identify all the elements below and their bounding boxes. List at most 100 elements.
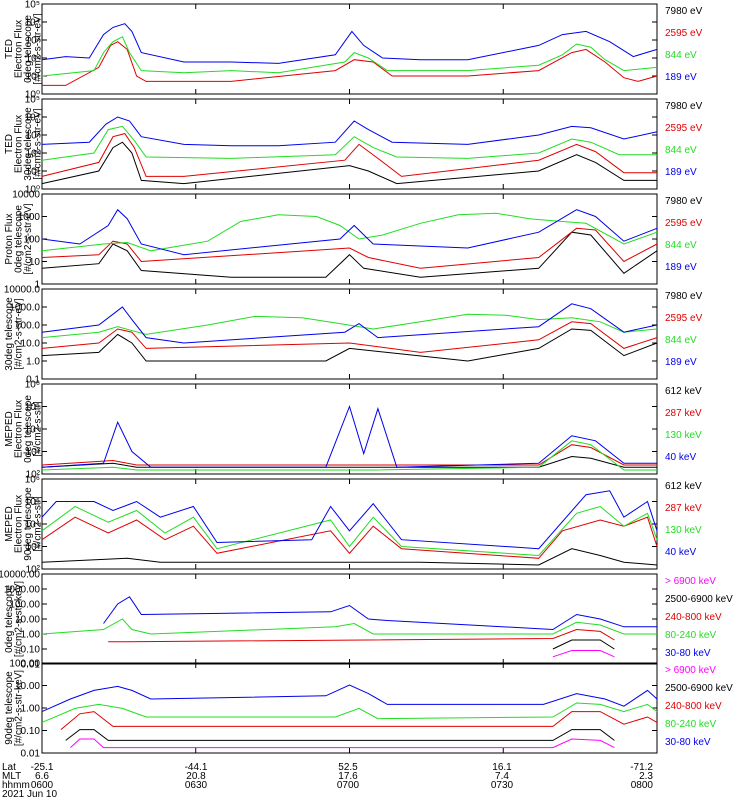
channel-label: 7980 eV xyxy=(665,196,703,207)
y-tick-label: 10000.00 xyxy=(0,570,40,581)
series-blue-line xyxy=(41,303,658,344)
series-blue-line xyxy=(41,404,657,468)
date-label: 2021 Jun 10 xyxy=(2,789,57,800)
y-tick-label: 10⁶ xyxy=(25,380,40,391)
series-black-line xyxy=(41,328,658,362)
panel-frame xyxy=(41,288,658,380)
y-tick-label: 10¹ xyxy=(26,167,41,178)
series-green-line xyxy=(41,212,658,252)
mlt-value: 20.8 xyxy=(186,771,206,782)
y-axis-label-line: Electron Flux xyxy=(14,20,25,78)
y-tick-label: 10² xyxy=(26,54,41,65)
series-blue-line xyxy=(41,208,658,256)
y-axis-label-line: [#/cm2-s-str-eV] xyxy=(23,203,34,274)
series-red-line xyxy=(108,628,615,643)
channel-label: 2595 eV xyxy=(665,123,703,134)
channel-label: 189 eV xyxy=(665,72,697,83)
y-tick-label: 10² xyxy=(26,565,41,576)
series-green-line xyxy=(41,618,657,635)
series-blue-line xyxy=(103,596,657,631)
mlt-value: 7.4 xyxy=(495,771,509,782)
y-axis-label: Proton Flux0deg telescope[#/cm2-s-str-eV… xyxy=(4,203,34,274)
y-axis-label-line: TED xyxy=(4,134,15,154)
series-blue-line xyxy=(41,116,658,147)
channel-label: 7980 eV xyxy=(665,291,703,302)
mlt-row-label: MLT xyxy=(2,771,21,782)
series-red-line xyxy=(41,444,657,466)
y-axis-label-line: TED xyxy=(4,39,15,59)
series-green-line xyxy=(41,440,657,471)
y-tick-label: 1000.00 xyxy=(4,585,41,596)
y-axis-label-line: [#/cm2-s-str] xyxy=(33,496,44,552)
y-tick-label: 10⁴ xyxy=(25,520,40,531)
y-axis-label: MEPEDElectron Flux0deg telescope[#/cm2-s… xyxy=(4,395,44,463)
y-axis-label-line: [#/cm2-s-str-eV] xyxy=(33,13,44,84)
panel-ted-e-0: 10⁰ 10¹ 10² 10³ 10⁴ 10⁵ TEDElectron Flux0deg t… xyxy=(4,0,703,101)
channel-label: 2500-6900 keV xyxy=(665,594,733,605)
y-tick-label: 10⁰ xyxy=(25,185,40,196)
channel-label: 240-800 keV xyxy=(665,612,722,623)
lat-value: -44.1 xyxy=(185,762,208,773)
y-axis-label-line: Proton Flux xyxy=(4,213,15,264)
y-axis-label-line: MEPED xyxy=(4,411,15,447)
y-axis-label-line: [#/cm2-s-str-keV] xyxy=(14,581,25,657)
channel-label: 7980 eV xyxy=(665,101,703,112)
y-tick-label: 1.00 xyxy=(21,630,41,641)
y-axis-label-line: [#/cm2-s-str-keV] xyxy=(14,670,25,746)
y-tick-label: 10⁶ xyxy=(25,475,40,486)
series-black-line xyxy=(41,231,658,278)
channel-label: 2595 eV xyxy=(665,218,703,229)
channel-label: 40 keV xyxy=(665,452,696,463)
y-axis-label-line: 0deg telescope xyxy=(14,205,25,273)
channel-label: 189 eV xyxy=(665,262,697,273)
y-axis-label: 30deg telescope[#/cm2-s-str-eV] xyxy=(4,297,25,371)
y-tick-label: 100 xyxy=(23,235,40,246)
y-tick-label: 10000.0 xyxy=(4,285,41,296)
time-value: 0800 xyxy=(631,780,654,791)
y-axis-label-line: MEPED xyxy=(4,506,15,542)
y-tick-label: 10⁴ xyxy=(25,113,40,124)
hhmm-row-label: hhmm xyxy=(2,780,30,791)
series-red-line xyxy=(41,321,658,353)
y-axis-label-line: 0deg telescope xyxy=(23,395,34,463)
series-black-line xyxy=(41,141,657,185)
series-red-line xyxy=(41,516,658,559)
channel-label: 287 keV xyxy=(665,503,702,514)
y-tick-label: 100.00 xyxy=(9,659,40,670)
y-tick-label: 10⁵ xyxy=(25,497,40,508)
lat-value: -71.2 xyxy=(630,762,653,773)
series-black-line xyxy=(552,639,615,650)
series-black-line xyxy=(41,455,657,468)
y-tick-label: 10¹ xyxy=(26,72,41,83)
lat-value: 52.5 xyxy=(338,762,358,773)
series-green-line xyxy=(41,36,658,77)
channel-label: 130 keV xyxy=(665,430,702,441)
series-green-line xyxy=(41,313,658,339)
panel-frame xyxy=(41,98,658,190)
channel-label: 844 eV xyxy=(665,335,697,346)
y-tick-label: 10 xyxy=(29,257,41,268)
panel-mep-e-0: 10² 10³ 10⁴ 10⁵ 10⁶ MEPEDElectron Flux0deg te… xyxy=(4,380,702,481)
series-blue-line xyxy=(41,684,658,713)
panel-frame xyxy=(41,662,658,754)
series-black-line xyxy=(41,548,658,566)
y-tick-label: 10.00 xyxy=(15,615,40,626)
channel-label: 80-240 keV xyxy=(665,630,716,641)
panel-frame xyxy=(41,478,658,570)
y-tick-label: 0.10 xyxy=(21,726,41,737)
y-axis-label-line: Electron Flux xyxy=(14,115,25,173)
time-value: 0630 xyxy=(185,780,208,791)
channel-label: > 6900 keV xyxy=(665,576,716,587)
y-tick-label: 10³ xyxy=(26,36,41,47)
lat-value: -25.1 xyxy=(31,762,54,773)
lat-value: 16.1 xyxy=(492,762,512,773)
channel-label: 844 eV xyxy=(665,145,697,156)
channel-label: 7980 eV xyxy=(665,6,703,17)
channel-label: 240-800 keV xyxy=(665,701,722,712)
series-magenta-line xyxy=(552,650,615,658)
y-tick-label: 10.00 xyxy=(15,681,40,692)
y-axis-label-line: [#/cm2-s-str] xyxy=(33,401,44,457)
time-value: 0700 xyxy=(337,780,360,791)
